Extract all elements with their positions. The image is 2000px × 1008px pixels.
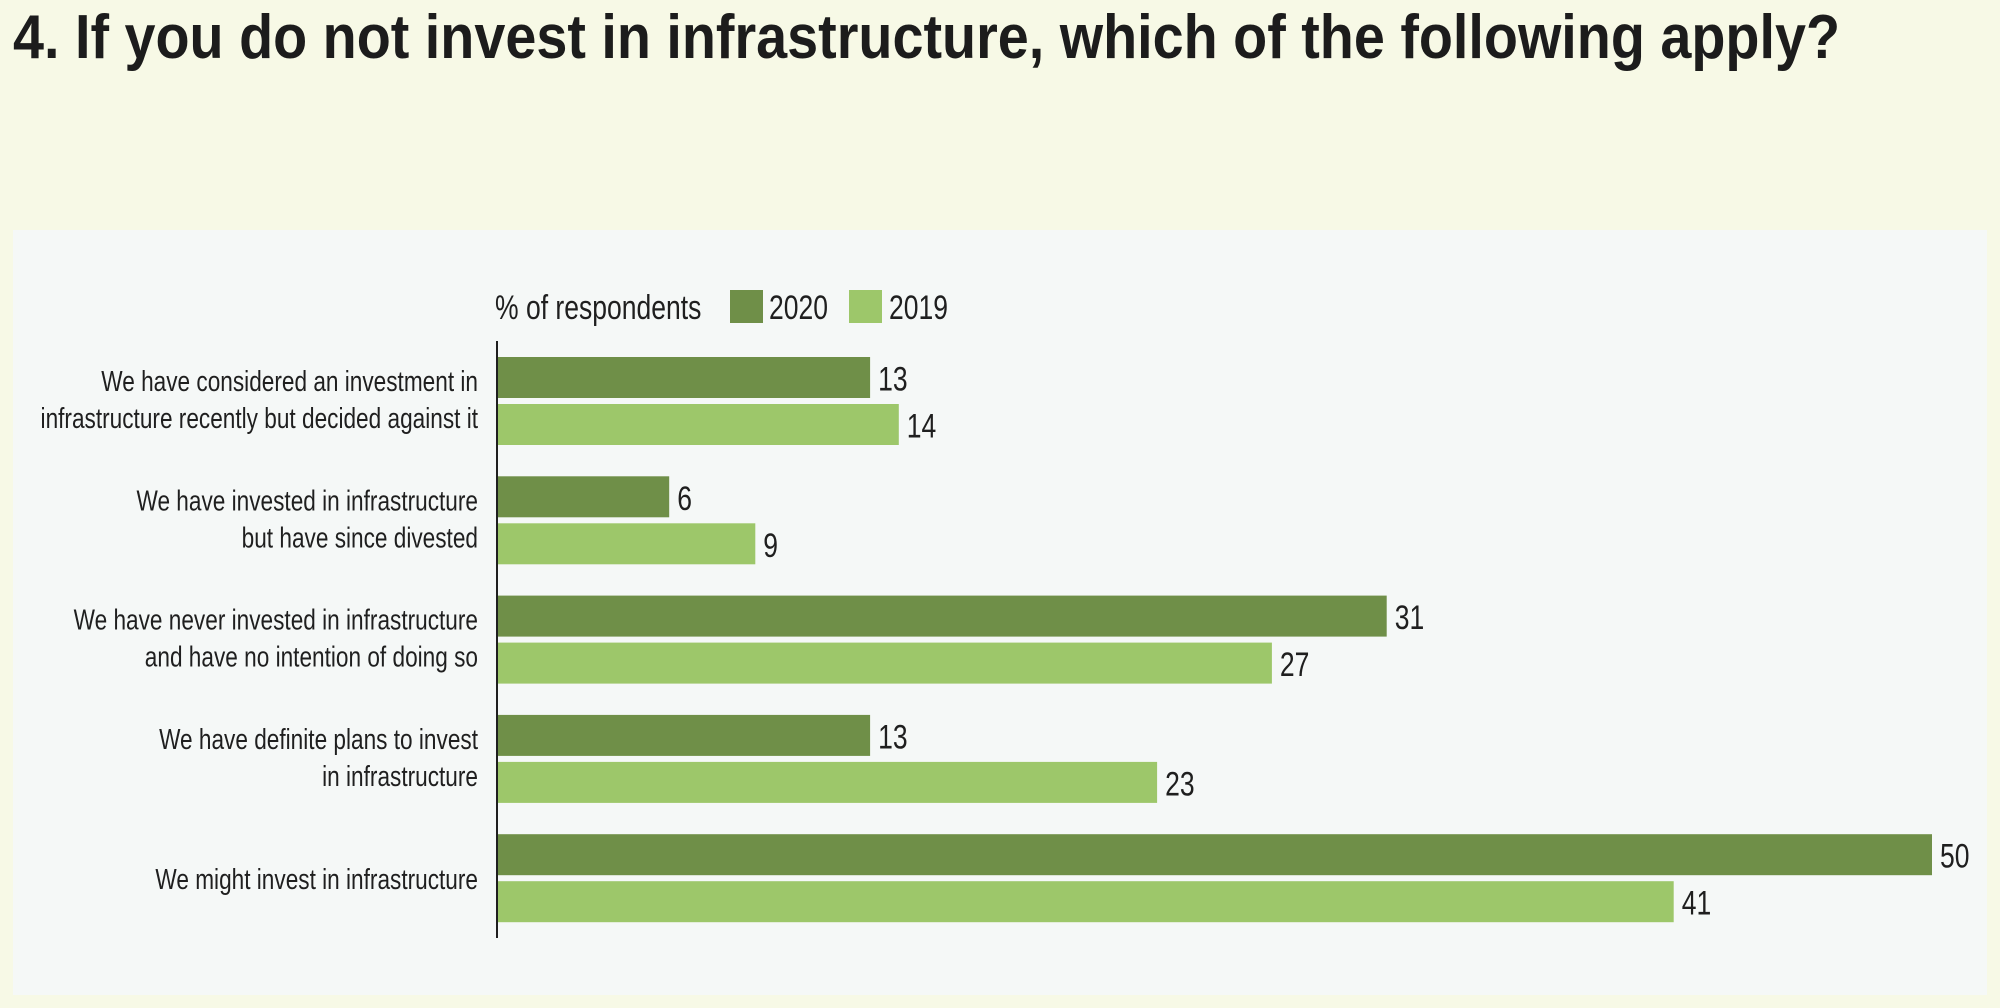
data-label-2019-2: 27 (1280, 646, 1310, 684)
data-label-2019-1: 9 (763, 527, 778, 565)
data-label-2020-1: 6 (677, 480, 692, 518)
legend-swatch-2019 (849, 290, 882, 323)
bar-2019-0 (497, 404, 899, 445)
legend-swatch-2020 (730, 290, 763, 323)
category-label-3: We have definite plans to invest (159, 722, 479, 755)
data-label-2020-3: 13 (878, 718, 908, 756)
data-label-2019-3: 23 (1165, 765, 1195, 803)
legend-label-2020: 2020 (769, 289, 828, 327)
unit-label: % of respondents (495, 289, 701, 327)
category-label-3: in infrastructure (322, 759, 478, 792)
bar-2020-3 (497, 714, 871, 756)
category-label-2: We have never invested in infrastructure (74, 603, 478, 636)
data-label-2020-2: 31 (1395, 599, 1425, 637)
category-label-0: infrastructure recently but decided agai… (41, 401, 479, 434)
data-label-2020-4: 50 (1940, 838, 1970, 876)
data-label-2019-4: 41 (1682, 885, 1712, 923)
chart-title: 4. If you do not invest in infrastructur… (13, 3, 1840, 72)
bar-2019-1 (497, 523, 756, 565)
bar-2019-3 (497, 761, 1158, 803)
bar-2020-0 (497, 357, 871, 398)
category-label-4: We might invest in infrastructure (155, 862, 478, 895)
bar-2019-2 (497, 642, 1272, 684)
bar-2020-1 (497, 476, 670, 518)
category-label-0: We have considered an investment in (101, 364, 478, 397)
category-label-1: but have since divested (242, 521, 478, 554)
bar-2020-4 (497, 834, 1932, 876)
bar-2020-2 (497, 595, 1387, 637)
category-label-2: and have no intention of doing so (145, 640, 478, 673)
bar-2019-4 (497, 881, 1674, 923)
data-label-2019-0: 14 (907, 407, 937, 445)
legend-label-2019: 2019 (889, 289, 948, 327)
category-label-1: We have invested in infrastructure (137, 484, 478, 517)
data-label-2020-0: 13 (878, 360, 908, 398)
